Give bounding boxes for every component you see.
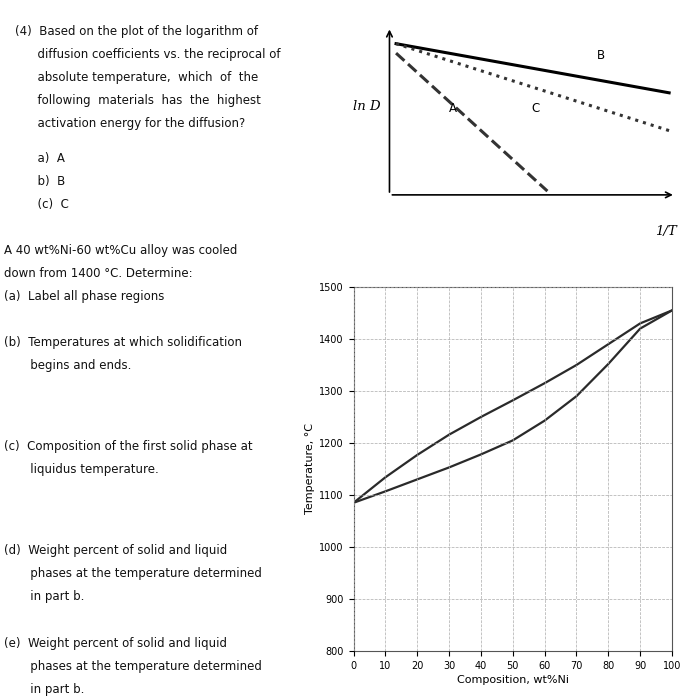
Text: in part b.: in part b.: [4, 591, 84, 603]
X-axis label: Composition, wt%Ni: Composition, wt%Ni: [456, 675, 568, 685]
Text: phases at the temperature determined: phases at the temperature determined: [4, 660, 262, 673]
Text: (c)  Composition of the first solid phase at: (c) Composition of the first solid phase…: [4, 440, 253, 454]
Text: begins and ends.: begins and ends.: [4, 360, 131, 372]
Text: (c)  C: (c) C: [15, 198, 69, 211]
Text: phases at the temperature determined: phases at the temperature determined: [4, 568, 262, 580]
Text: (d)  Weight percent of solid and liquid: (d) Weight percent of solid and liquid: [4, 545, 227, 557]
Text: b)  B: b) B: [15, 175, 66, 188]
Text: A 40 wt%Ni-60 wt%Cu alloy was cooled: A 40 wt%Ni-60 wt%Cu alloy was cooled: [4, 244, 237, 257]
Text: following  materials  has  the  highest: following materials has the highest: [15, 94, 261, 107]
Text: absolute temperature,  which  of  the: absolute temperature, which of the: [15, 71, 258, 84]
Text: in part b.: in part b.: [4, 683, 84, 696]
Text: (e)  Weight percent of solid and liquid: (e) Weight percent of solid and liquid: [4, 637, 227, 650]
Y-axis label: Temperature, °C: Temperature, °C: [305, 424, 315, 514]
Text: activation energy for the diffusion?: activation energy for the diffusion?: [15, 117, 246, 130]
Text: C: C: [531, 102, 539, 115]
Text: (a)  Label all phase regions: (a) Label all phase regions: [4, 290, 164, 303]
Text: a)  A: a) A: [15, 152, 65, 164]
Text: 1/T: 1/T: [655, 225, 677, 238]
Text: ln D: ln D: [354, 99, 381, 113]
Text: liquidus temperature.: liquidus temperature.: [4, 463, 159, 477]
Text: A: A: [449, 102, 456, 115]
Text: diffusion coefficients vs. the reciprocal of: diffusion coefficients vs. the reciproca…: [15, 48, 281, 61]
Text: down from 1400 °C. Determine:: down from 1400 °C. Determine:: [4, 267, 192, 280]
Text: B: B: [596, 49, 605, 62]
Text: (4)  Based on the plot of the logarithm of: (4) Based on the plot of the logarithm o…: [15, 25, 258, 38]
Text: (b)  Temperatures at which solidification: (b) Temperatures at which solidification: [4, 337, 242, 349]
